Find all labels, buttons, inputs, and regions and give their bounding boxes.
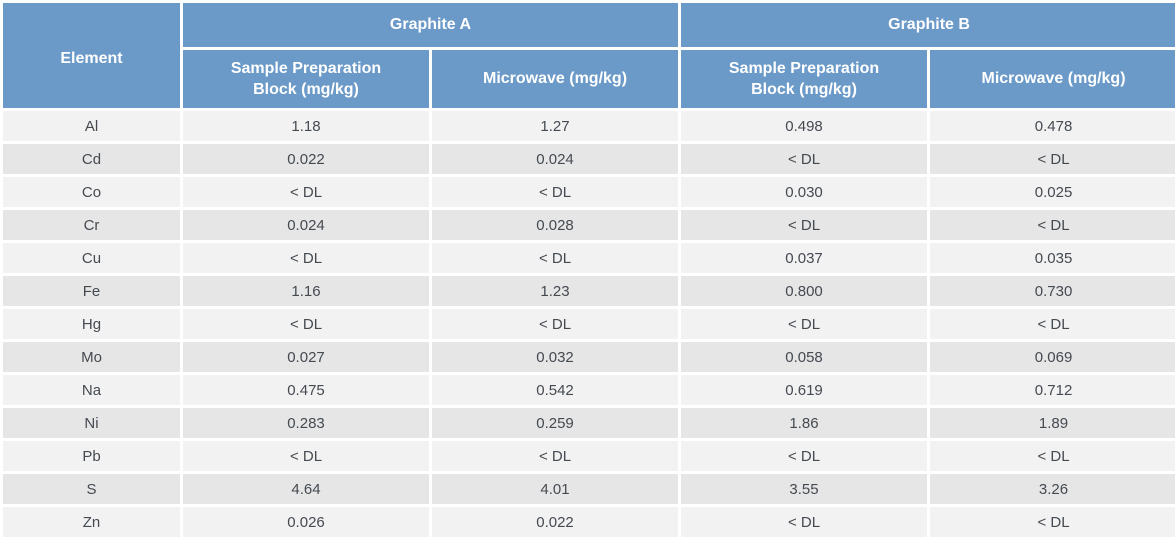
element-cell: S: [3, 471, 180, 504]
table-row: Pb < DL < DL < DL < DL: [3, 438, 1175, 471]
group-header-graphite-b: Graphite B: [681, 3, 1175, 50]
subheader-line: Block (mg/kg): [253, 80, 359, 98]
graphite-a-microwave-cell: 0.022: [432, 504, 679, 537]
graphite-a-block-cell: 1.18: [183, 108, 429, 141]
graphite-b-microwave-cell: 0.712: [930, 372, 1175, 405]
graphite-b-block-cell: < DL: [681, 207, 928, 240]
element-cell: Ni: [3, 405, 180, 438]
table-row: Mo 0.027 0.032 0.058 0.069: [3, 339, 1175, 372]
element-cell: Al: [3, 108, 180, 141]
graphite-a-block-cell: 0.027: [183, 339, 429, 372]
subheader-graphite-b-block: Sample Preparation Block (mg/kg): [681, 49, 928, 108]
graphite-a-microwave-cell: 0.259: [432, 405, 679, 438]
graphite-b-block-cell: 0.058: [681, 339, 928, 372]
results-table-container: Element Graphite A Graphite B Sample Pre…: [0, 3, 1175, 537]
subheader-line: Microwave (mg/kg): [482, 70, 628, 88]
graphite-a-microwave-cell: 4.01: [432, 471, 679, 504]
graphite-a-microwave-cell: 0.028: [432, 207, 679, 240]
graphite-b-microwave-cell: 0.478: [930, 108, 1175, 141]
subheader-line: Microwave (mg/kg): [981, 70, 1126, 88]
table-row: Hg < DL < DL < DL < DL: [3, 306, 1175, 339]
graphite-b-block-cell: 3.55: [681, 471, 928, 504]
graphite-b-block-cell: 1.86: [681, 405, 928, 438]
graphite-b-block-cell: 0.037: [681, 240, 928, 273]
graphite-a-microwave-cell: 1.23: [432, 273, 679, 306]
subheader-line: Block (mg/kg): [751, 80, 857, 98]
graphite-a-block-cell: < DL: [183, 306, 429, 339]
table-row: Na 0.475 0.542 0.619 0.712: [3, 372, 1175, 405]
graphite-b-microwave-cell: < DL: [930, 207, 1175, 240]
element-cell: Pb: [3, 438, 180, 471]
table-row: Ni 0.283 0.259 1.86 1.89: [3, 405, 1175, 438]
element-cell: Hg: [3, 306, 180, 339]
subheader-line: Sample Preparation: [728, 59, 880, 77]
element-column-header: Element: [3, 3, 180, 108]
element-cell: Zn: [3, 504, 180, 537]
subheader-graphite-a-microwave: Microwave (mg/kg): [432, 49, 679, 108]
graphite-a-microwave-cell: 0.024: [432, 141, 679, 174]
element-cell: Mo: [3, 339, 180, 372]
subheader-line: Sample Preparation: [230, 59, 382, 77]
table-row: S 4.64 4.01 3.55 3.26: [3, 471, 1175, 504]
graphite-b-microwave-cell: < DL: [930, 504, 1175, 537]
graphite-a-microwave-cell: < DL: [432, 174, 679, 207]
table-row: Zn 0.026 0.022 < DL < DL: [3, 504, 1175, 537]
table-row: Cr 0.024 0.028 < DL < DL: [3, 207, 1175, 240]
graphite-a-microwave-cell: 0.542: [432, 372, 679, 405]
group-header-graphite-a: Graphite A: [183, 3, 679, 50]
graphite-a-block-cell: 0.026: [183, 504, 429, 537]
graphite-a-block-cell: 0.283: [183, 405, 429, 438]
graphite-b-microwave-cell: < DL: [930, 438, 1175, 471]
graphite-b-block-cell: 0.498: [681, 108, 928, 141]
graphite-a-block-cell: < DL: [183, 240, 429, 273]
graphite-a-block-cell: 1.16: [183, 273, 429, 306]
element-cell: Cd: [3, 141, 180, 174]
graphite-b-block-cell: < DL: [681, 306, 928, 339]
graphite-b-block-cell: < DL: [681, 504, 928, 537]
graphite-b-microwave-cell: 1.89: [930, 405, 1175, 438]
graphite-a-block-cell: 0.475: [183, 372, 429, 405]
graphite-b-microwave-cell: < DL: [930, 306, 1175, 339]
element-cell: Cu: [3, 240, 180, 273]
graphite-b-microwave-cell: < DL: [930, 141, 1175, 174]
graphite-b-block-cell: 0.030: [681, 174, 928, 207]
results-table: Element Graphite A Graphite B Sample Pre…: [0, 3, 1175, 537]
graphite-b-microwave-cell: 0.730: [930, 273, 1175, 306]
graphite-a-block-cell: 0.022: [183, 141, 429, 174]
graphite-b-microwave-cell: 0.069: [930, 339, 1175, 372]
graphite-b-block-cell: 0.619: [681, 372, 928, 405]
graphite-b-block-cell: < DL: [681, 438, 928, 471]
graphite-b-microwave-cell: 0.025: [930, 174, 1175, 207]
graphite-a-block-cell: 4.64: [183, 471, 429, 504]
graphite-a-microwave-cell: < DL: [432, 438, 679, 471]
element-cell: Fe: [3, 273, 180, 306]
table-row: Al 1.18 1.27 0.498 0.478: [3, 108, 1175, 141]
table-body: Al 1.18 1.27 0.498 0.478 Cd 0.022 0.024 < DL < DL…: [3, 108, 1175, 537]
graphite-b-microwave-cell: 3.26: [930, 471, 1175, 504]
graphite-a-block-cell: < DL: [183, 438, 429, 471]
graphite-a-microwave-cell: < DL: [432, 306, 679, 339]
graphite-b-block-cell: < DL: [681, 141, 928, 174]
element-cell: Cr: [3, 207, 180, 240]
table-row: Cd 0.022 0.024 < DL < DL: [3, 141, 1175, 174]
subheader-graphite-b-microwave: Microwave (mg/kg): [930, 49, 1175, 108]
graphite-a-microwave-cell: 1.27: [432, 108, 679, 141]
table-row: Cu < DL < DL 0.037 0.035: [3, 240, 1175, 273]
table-row: Co < DL < DL 0.030 0.025: [3, 174, 1175, 207]
graphite-a-microwave-cell: 0.032: [432, 339, 679, 372]
graphite-a-microwave-cell: < DL: [432, 240, 679, 273]
graphite-a-block-cell: < DL: [183, 174, 429, 207]
element-cell: Na: [3, 372, 180, 405]
graphite-b-block-cell: 0.800: [681, 273, 928, 306]
graphite-a-block-cell: 0.024: [183, 207, 429, 240]
subheader-graphite-a-block: Sample Preparation Block (mg/kg): [183, 49, 429, 108]
element-cell: Co: [3, 174, 180, 207]
graphite-b-microwave-cell: 0.035: [930, 240, 1175, 273]
table-row: Fe 1.16 1.23 0.800 0.730: [3, 273, 1175, 306]
